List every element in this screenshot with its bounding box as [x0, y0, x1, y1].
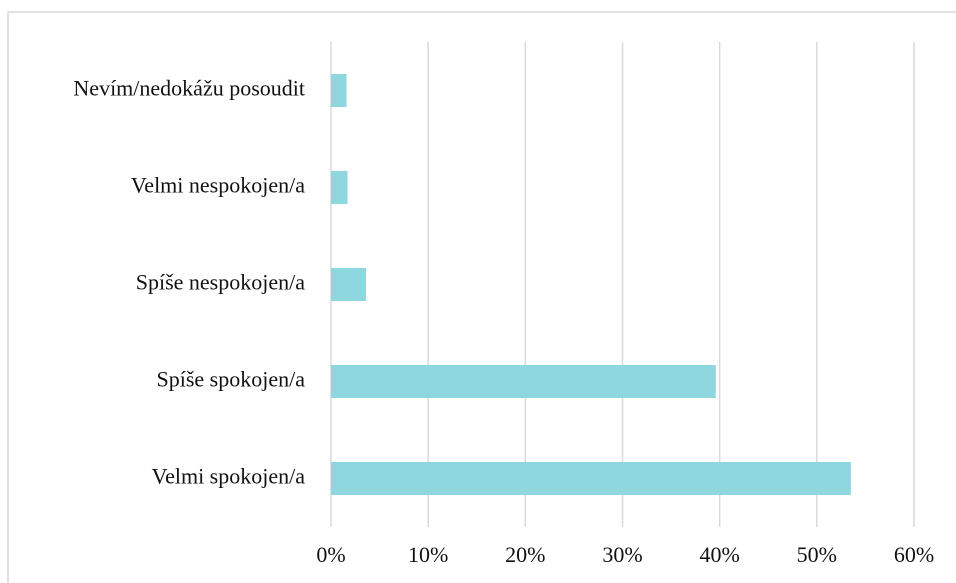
bar	[331, 268, 366, 301]
x-tick-label: 60%	[894, 542, 934, 567]
bar	[331, 462, 851, 495]
y-tick-label: Nevím/nedokážu posoudit	[73, 76, 305, 101]
bar	[331, 74, 347, 107]
y-tick-label: Spíše spokojen/a	[157, 367, 306, 392]
y-tick-label: Velmi spokojen/a	[152, 464, 306, 489]
y-tick-label: Velmi nespokojen/a	[131, 173, 305, 198]
bar	[331, 171, 348, 204]
x-tick-label: 30%	[602, 542, 642, 567]
x-tick-label: 0%	[316, 542, 345, 567]
x-tick-label: 20%	[505, 542, 545, 567]
x-tick-label: 50%	[797, 542, 837, 567]
y-tick-label: Spíše nespokojen/a	[136, 270, 305, 295]
bar	[331, 365, 716, 398]
chart-frame	[7, 11, 956, 583]
x-tick-label: 10%	[408, 542, 448, 567]
x-tick-label: 40%	[700, 542, 740, 567]
